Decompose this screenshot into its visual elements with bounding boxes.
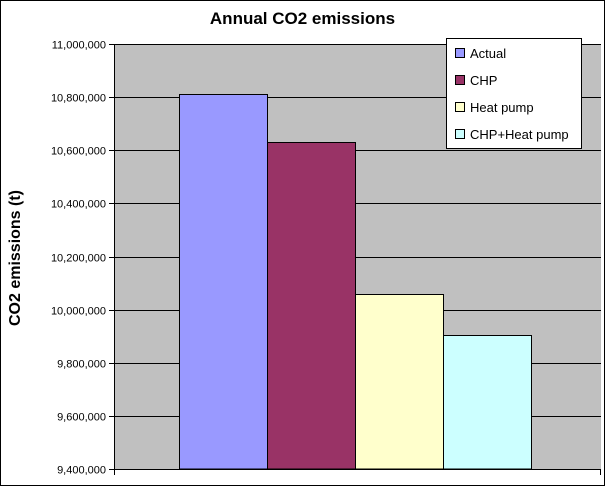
bar-chp — [267, 142, 356, 470]
legend-label: Actual — [470, 45, 507, 61]
legend-item: CHP — [455, 72, 497, 88]
legend-swatch — [455, 129, 465, 139]
legend-swatch — [455, 48, 465, 58]
legend-item: CHP+Heat pump — [455, 126, 569, 142]
y-tick-label: 9,400,000 — [57, 465, 106, 477]
legend-label: Heat pump — [470, 99, 534, 115]
legend-item: Heat pump — [455, 99, 534, 115]
y-tick-label: 10,000,000 — [51, 306, 106, 318]
chart-title: Annual CO2 emissions — [209, 9, 396, 28]
y-tick-label: 10,600,000 — [51, 146, 106, 158]
legend-swatch — [455, 75, 465, 85]
bar-actual — [179, 94, 268, 470]
y-tick-label: 10,800,000 — [51, 93, 106, 105]
bar-heat-pump — [355, 294, 444, 470]
y-tick-label: 10,400,000 — [51, 199, 106, 211]
legend-label: CHP — [470, 72, 498, 88]
legend-item: Actual — [455, 45, 506, 61]
y-tick-label: 10,200,000 — [51, 253, 106, 265]
legend-label: CHP+Heat pump — [470, 126, 569, 142]
legend: Actual CHP Heat pump CHP+Heat pump — [446, 38, 582, 149]
y-tick-label: 11,000,000 — [52, 40, 106, 52]
y-tick-label: 9,800,000 — [57, 359, 106, 371]
bar-chp-heat-pump — [443, 335, 532, 470]
legend-swatch — [455, 102, 465, 112]
y-tick-label: 9,600,000 — [57, 412, 106, 424]
